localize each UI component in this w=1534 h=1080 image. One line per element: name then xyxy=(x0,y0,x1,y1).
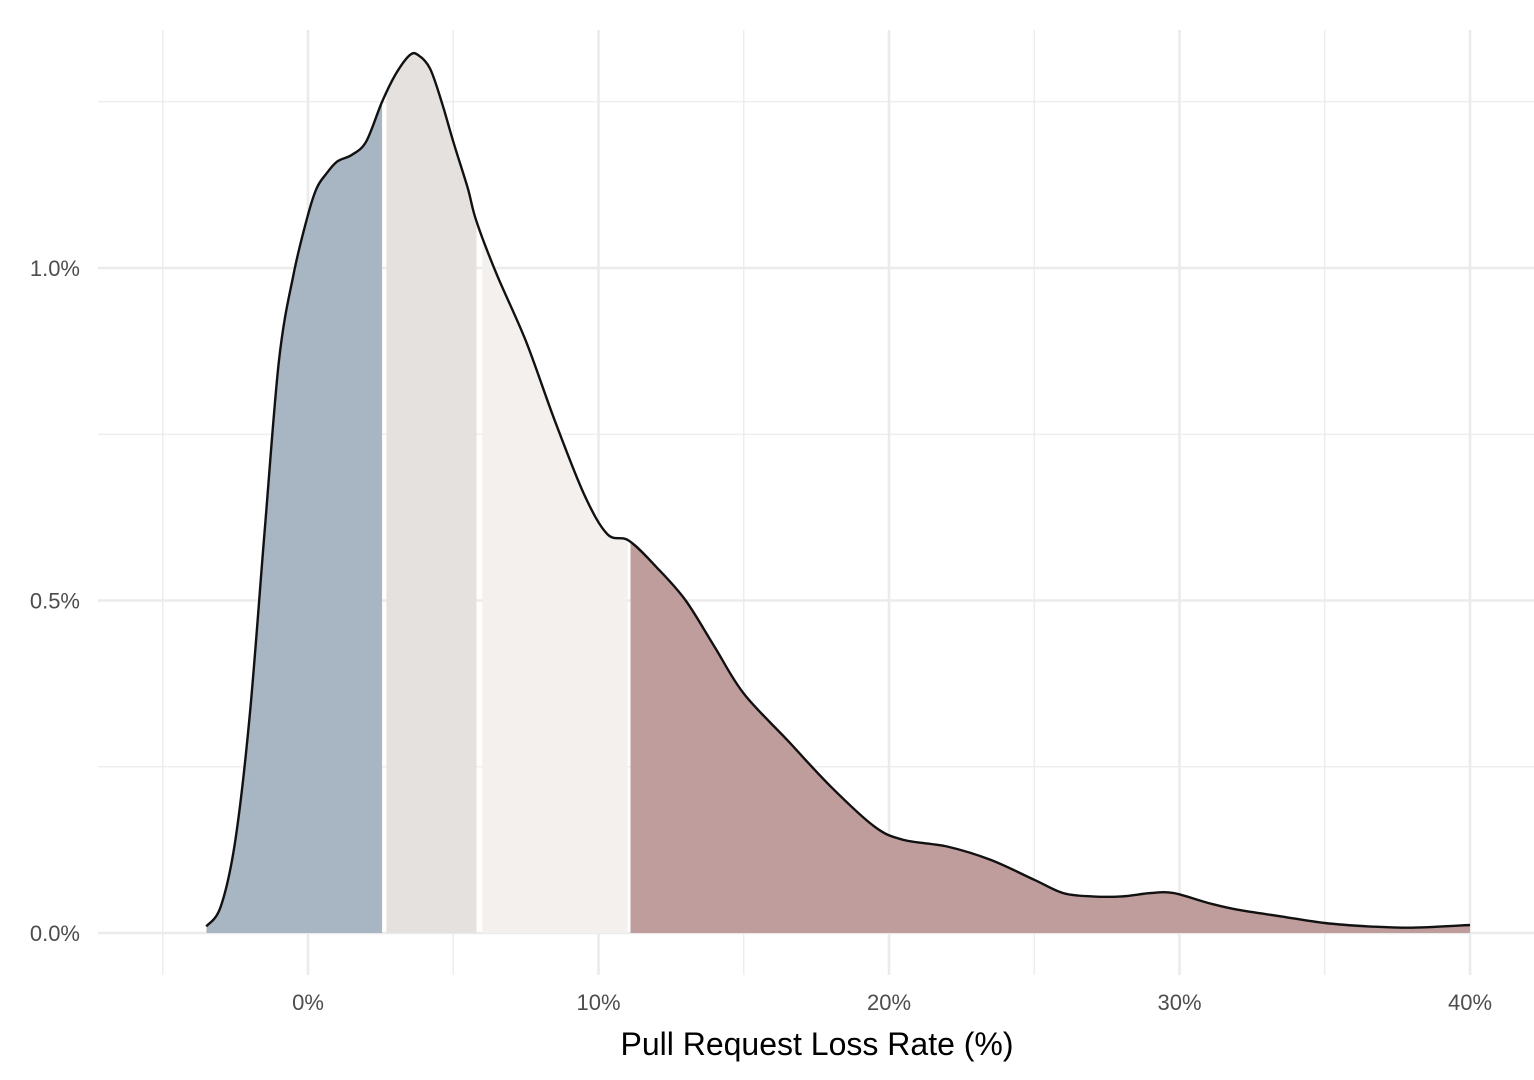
segment-4-area xyxy=(630,541,1470,933)
y-tick-label: 1.0% xyxy=(30,256,80,281)
x-tick-label: 0% xyxy=(292,990,324,1015)
density-outline xyxy=(205,51,1471,929)
y-tick-label: 0.5% xyxy=(30,589,80,614)
x-axis-tick-labels: 0% 10% 20% 30% 40% xyxy=(292,990,1492,1015)
x-tick-label: 40% xyxy=(1448,990,1492,1015)
y-axis-tick-labels: 0.0% 0.5% 1.0% xyxy=(30,256,80,946)
density-areas xyxy=(206,53,1470,933)
segment-1-area xyxy=(206,101,383,933)
y-tick-label: 0.0% xyxy=(30,921,80,946)
x-axis-title: Pull Request Loss Rate (%) xyxy=(620,1026,1013,1062)
segment-3-area xyxy=(482,237,628,933)
x-tick-label: 20% xyxy=(867,990,911,1015)
segment-2-area xyxy=(386,53,477,933)
x-tick-label: 30% xyxy=(1157,990,1201,1015)
x-tick-label: 10% xyxy=(576,990,620,1015)
